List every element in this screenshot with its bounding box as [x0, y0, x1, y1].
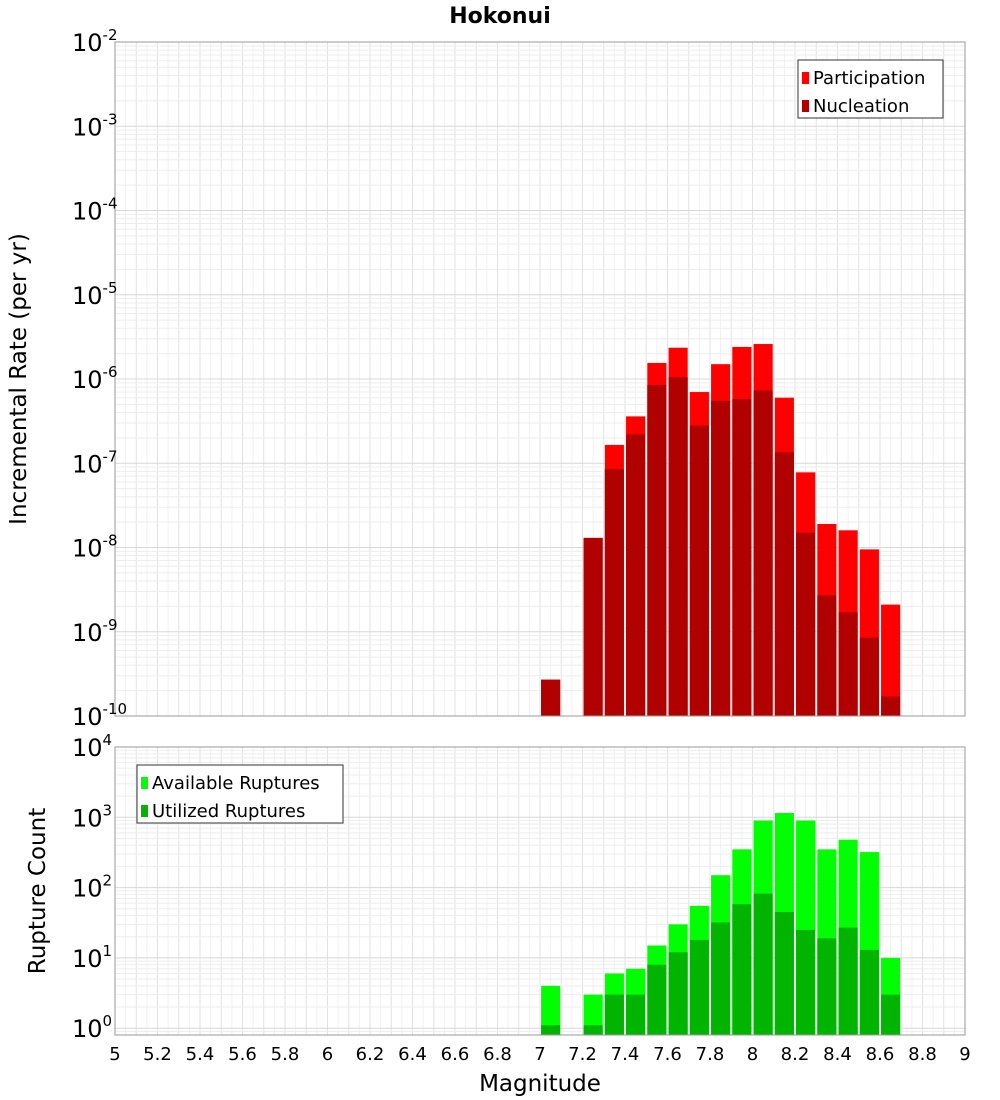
bar-secondary	[817, 938, 837, 1035]
bar-secondary	[774, 911, 794, 1035]
x-tick-label: 9	[959, 1044, 970, 1065]
bar-secondary	[817, 595, 837, 716]
bar-secondary	[647, 384, 667, 716]
y-tick-label: 104	[72, 731, 112, 762]
x-tick-label: 5	[109, 1044, 120, 1065]
legend-swatch	[802, 72, 809, 84]
bar-secondary	[626, 994, 646, 1035]
x-tick-label: 8.4	[823, 1044, 852, 1065]
bar-secondary	[626, 434, 646, 716]
y-tick-label: 10-4	[72, 195, 118, 226]
rate-grid	[114, 42, 966, 717]
y-tick-label: 10-5	[72, 279, 118, 310]
bar-secondary	[881, 696, 901, 716]
bar-primary	[541, 985, 561, 1035]
count-y-axis-label: Rupture Count	[25, 808, 51, 974]
bar-secondary	[732, 904, 752, 1035]
x-tick-label: 8.8	[908, 1044, 937, 1065]
count-panel: 104 103 102 101 100 Available Ruptures Utilize…	[72, 731, 966, 1043]
count-series-1	[541, 893, 901, 1035]
y-tick-label: 102	[72, 872, 112, 903]
bar-secondary	[668, 377, 688, 716]
bar-secondary	[881, 994, 901, 1035]
bar-secondary	[774, 452, 794, 716]
bar-secondary	[541, 679, 561, 716]
y-tick-label: 101	[72, 942, 112, 973]
bar-secondary	[583, 537, 603, 716]
x-tick-label: 6.4	[398, 1044, 427, 1065]
x-tick-label: 5.8	[271, 1044, 300, 1065]
bar-secondary	[711, 922, 731, 1035]
bar-secondary	[583, 1025, 603, 1035]
y-tick-label: 100	[72, 1012, 112, 1043]
rate-panel: 10-2 10-3 10-4 10-5 10-6 10-7 10-8 10-9 10-10 Par…	[72, 26, 966, 731]
x-tick-label: 6.2	[356, 1044, 385, 1065]
x-axis: 5 5.2 5.4 5.6 5.8 6 6.2 6.4 6.6 6.8 7 7.2 7.4 7.6 7.8 8…	[109, 1044, 970, 1065]
bar-primary	[583, 994, 603, 1035]
y-tick-label: 10-8	[72, 532, 118, 563]
bar-secondary	[647, 964, 667, 1035]
bar-secondary	[796, 929, 816, 1035]
legend-label: Nucleation	[813, 96, 909, 117]
x-tick-label: 7.4	[611, 1044, 640, 1065]
y-tick-label: 103	[72, 801, 112, 832]
rate-y-ticks: 10-2 10-3 10-4 10-5 10-6 10-7 10-8 10-9 10-10	[72, 26, 127, 731]
y-tick-label: 10-7	[72, 447, 118, 478]
x-tick-label: 7.2	[568, 1044, 597, 1065]
chart-title: Hokonui	[449, 4, 551, 29]
x-axis-label: Magnitude	[479, 1071, 601, 1097]
bar-primary	[881, 604, 901, 716]
bar-secondary	[604, 469, 624, 716]
legend-box	[797, 59, 944, 119]
rate-series-1	[541, 377, 901, 716]
bar-secondary	[541, 1025, 561, 1035]
x-tick-label: 5.4	[186, 1044, 215, 1065]
bar-secondary	[711, 400, 731, 716]
bar-secondary	[689, 939, 709, 1035]
x-tick-label: 8.2	[781, 1044, 810, 1065]
rate-legend: Participation Nucleation	[797, 59, 944, 119]
x-tick-label: 5.6	[228, 1044, 257, 1065]
bar-secondary	[838, 927, 858, 1035]
x-tick-label: 7.6	[653, 1044, 682, 1065]
legend-swatch	[141, 777, 148, 789]
legend-label: Participation	[813, 68, 925, 89]
legend-box	[136, 764, 344, 824]
bar-secondary	[838, 612, 858, 716]
bar-secondary	[732, 398, 752, 716]
count-legend: Available Ruptures Utilized Ruptures	[136, 764, 344, 824]
y-tick-label: 10-3	[72, 110, 118, 141]
bar-secondary	[796, 532, 816, 716]
y-tick-label: 10-9	[72, 616, 118, 647]
legend-label: Utilized Ruptures	[152, 801, 305, 822]
x-tick-label: 7	[534, 1044, 545, 1065]
x-tick-label: 8	[747, 1044, 758, 1065]
count-y-ticks: 104 103 102 101 100	[72, 731, 112, 1043]
y-tick-label: 10-6	[72, 363, 118, 394]
bar-secondary	[859, 949, 879, 1035]
bar-secondary	[753, 390, 773, 716]
bar-secondary	[753, 893, 773, 1035]
x-tick-label: 6.6	[441, 1044, 470, 1065]
rate-y-axis-label: Incremental Rate (per yr)	[6, 233, 32, 525]
bar-secondary	[859, 637, 879, 716]
rate-frame	[114, 41, 966, 717]
y-tick-label: 10-10	[72, 700, 127, 731]
bar-secondary	[604, 994, 624, 1035]
legend-label: Available Ruptures	[152, 773, 320, 794]
bar-secondary	[689, 425, 709, 716]
x-tick-label: 5.2	[143, 1044, 172, 1065]
bar-secondary	[668, 952, 688, 1035]
x-tick-label: 7.8	[696, 1044, 725, 1065]
y-tick-label: 10-2	[72, 26, 118, 57]
count-frame	[114, 746, 966, 1036]
x-tick-label: 8.6	[866, 1044, 895, 1065]
x-tick-label: 6.8	[483, 1044, 512, 1065]
x-tick-label: 6	[322, 1044, 333, 1065]
legend-swatch	[141, 805, 148, 817]
legend-swatch	[802, 100, 809, 112]
